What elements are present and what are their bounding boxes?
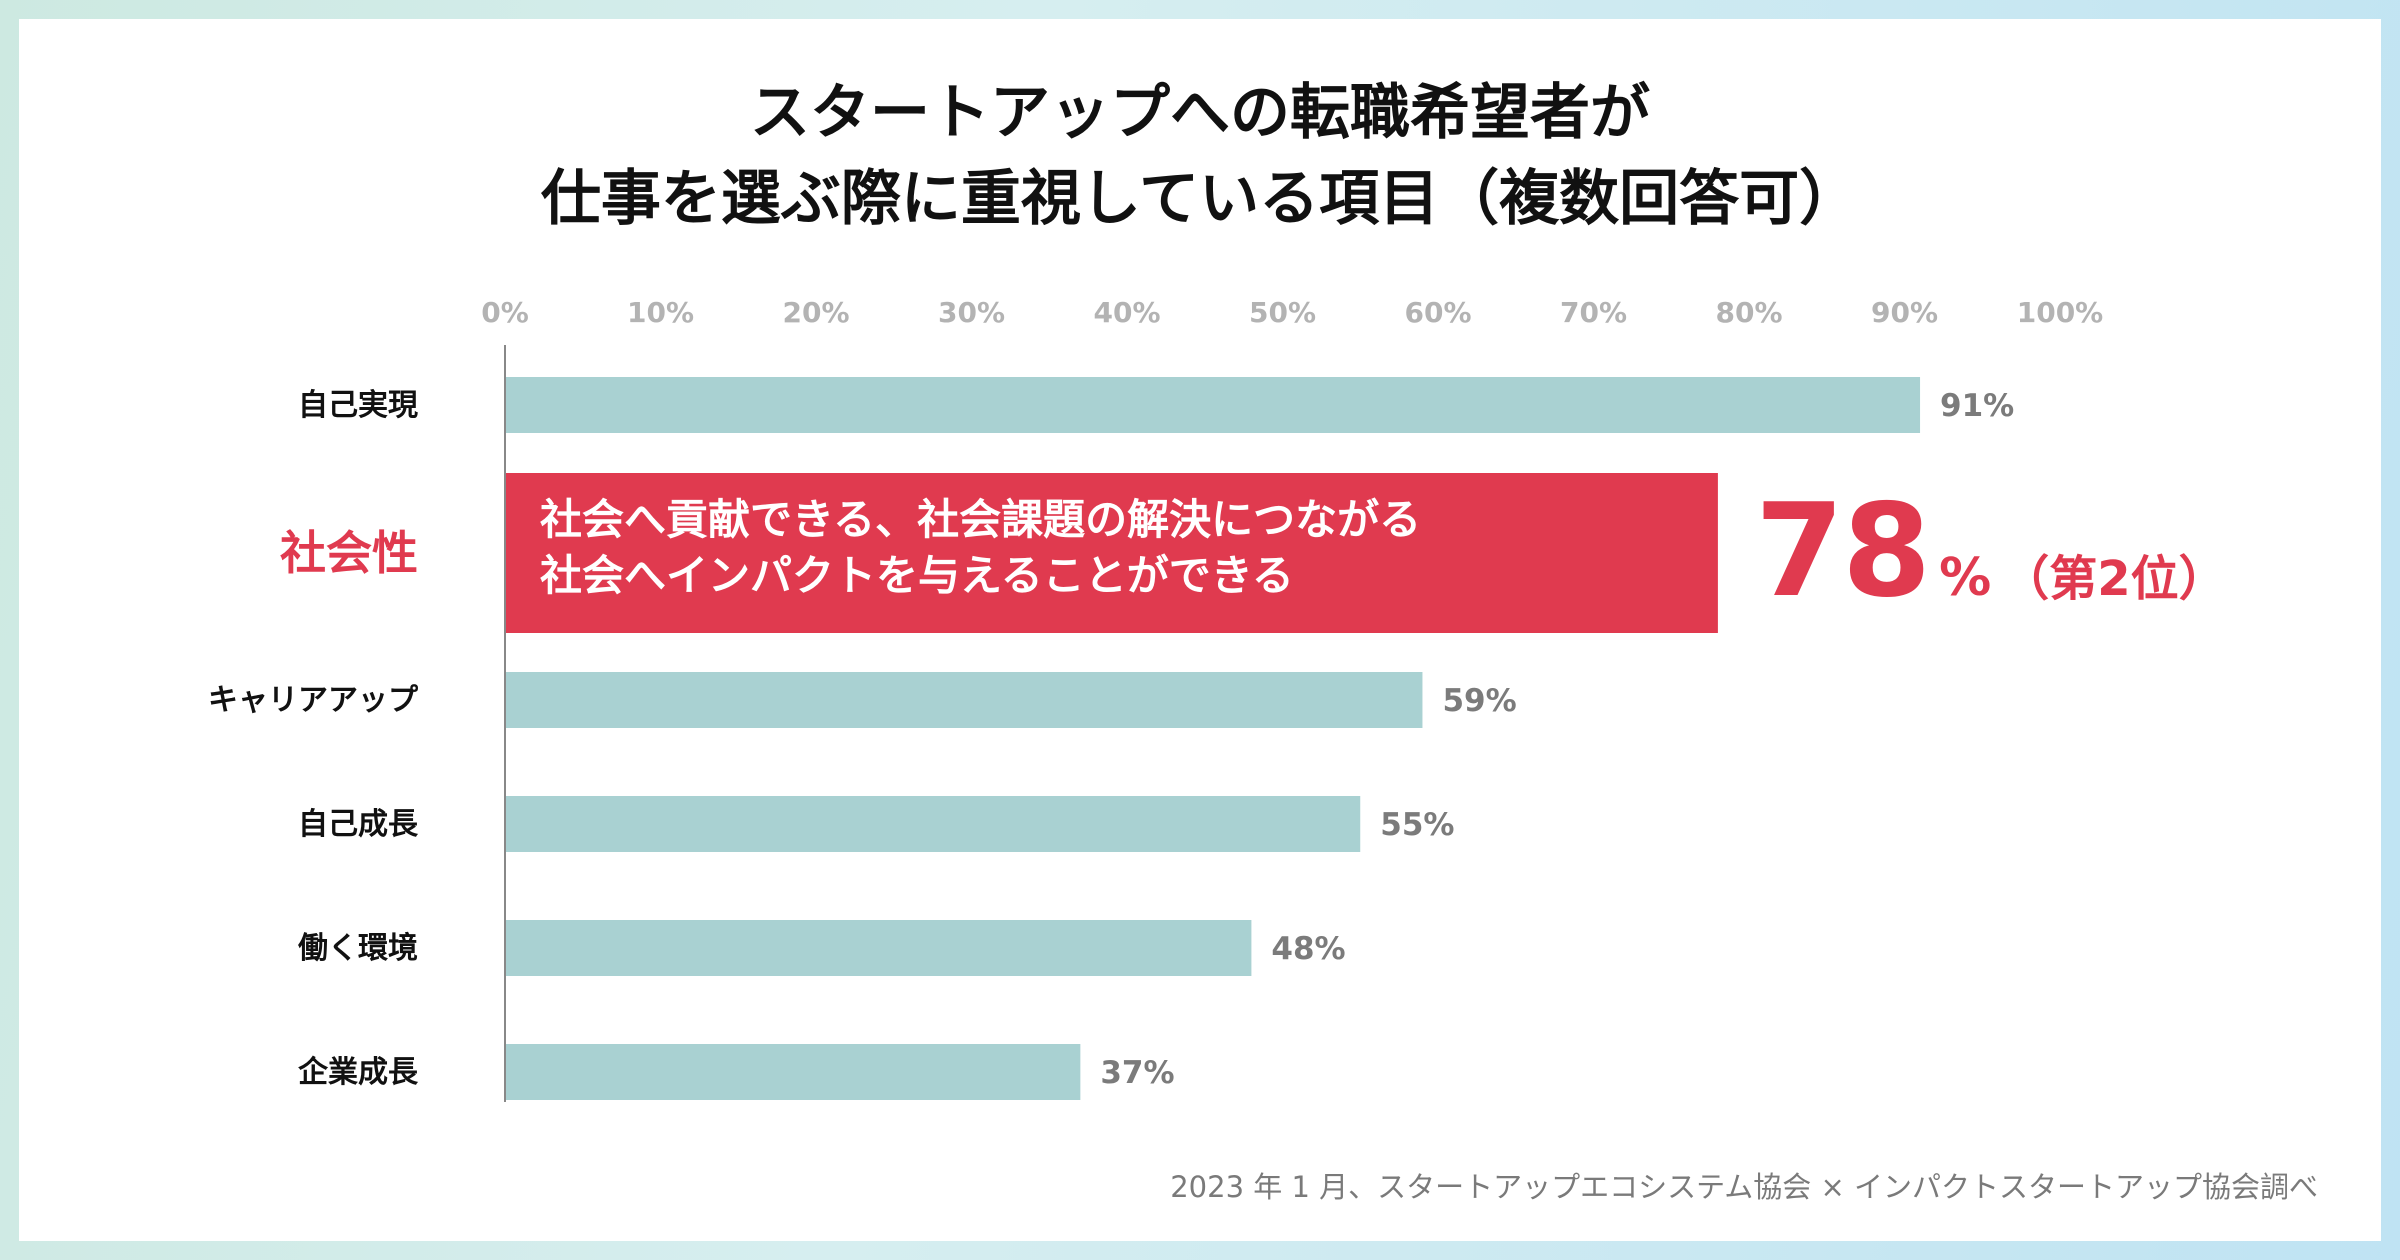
- x-tick-label: 100%: [2017, 296, 2104, 329]
- category-label: 自己実現: [298, 388, 418, 423]
- x-tick-label: 30%: [938, 296, 1005, 329]
- bar: [505, 796, 1361, 852]
- chart-title: スタートアップへの転職希望者が 仕事を選ぶ際に重視している項目（複数回答可）: [0, 70, 2400, 242]
- bar-highlight: [505, 473, 1718, 633]
- x-tick-label: 70%: [1560, 296, 1627, 329]
- x-tick-label: 20%: [782, 296, 849, 329]
- x-tick-label: 50%: [1249, 296, 1316, 329]
- category-label: 自己成長: [298, 807, 419, 842]
- category-label: 社会性: [280, 526, 418, 580]
- chart-title-line-2: 仕事を選ぶ際に重視している項目（複数回答可）: [540, 164, 1860, 234]
- x-tick-label: 40%: [1093, 296, 1160, 329]
- value-label: 48%: [1271, 931, 1345, 967]
- category-label: キャリアアップ: [208, 683, 419, 718]
- value-label: 91%: [1940, 388, 2014, 424]
- x-tick-label: 80%: [1715, 296, 1782, 329]
- value-label: 59%: [1442, 683, 1516, 719]
- highlight-rank: （第2位）: [2001, 551, 2227, 607]
- bar: [505, 920, 1252, 976]
- bar: [505, 672, 1423, 728]
- bar: [505, 377, 1921, 433]
- value-label: 37%: [1100, 1055, 1174, 1091]
- x-tick-label: 0%: [481, 296, 529, 329]
- x-tick-label: 90%: [1871, 296, 1938, 329]
- category-label: 働く環境: [297, 931, 418, 966]
- chart-title-line-1: スタートアップへの転職希望者が: [750, 78, 1650, 148]
- highlight-description-line-2: 社会へインパクトを与えることができる: [540, 551, 1294, 600]
- highlight-description-line-1: 社会へ貢献できる、社会課題の解決につながる: [540, 495, 1422, 544]
- highlight-value-number: 78: [1755, 477, 1931, 626]
- source-note: 2023 年 1 月、スタートアップエコシステム協会 × インパクトスタートアッ…: [1170, 1170, 2318, 1204]
- value-label: 55%: [1380, 807, 1454, 843]
- highlight-value: 78% （第2位）: [1755, 488, 2227, 616]
- x-tick-label: 60%: [1404, 296, 1471, 329]
- x-tick-label: 10%: [627, 296, 694, 329]
- highlight-value-unit: %: [1939, 548, 1992, 608]
- highlight-description: 社会へ貢献できる、社会課題の解決につながる 社会へインパクトを与えることができる: [540, 492, 1421, 604]
- category-label: 企業成長: [298, 1055, 419, 1090]
- bar: [505, 1044, 1081, 1100]
